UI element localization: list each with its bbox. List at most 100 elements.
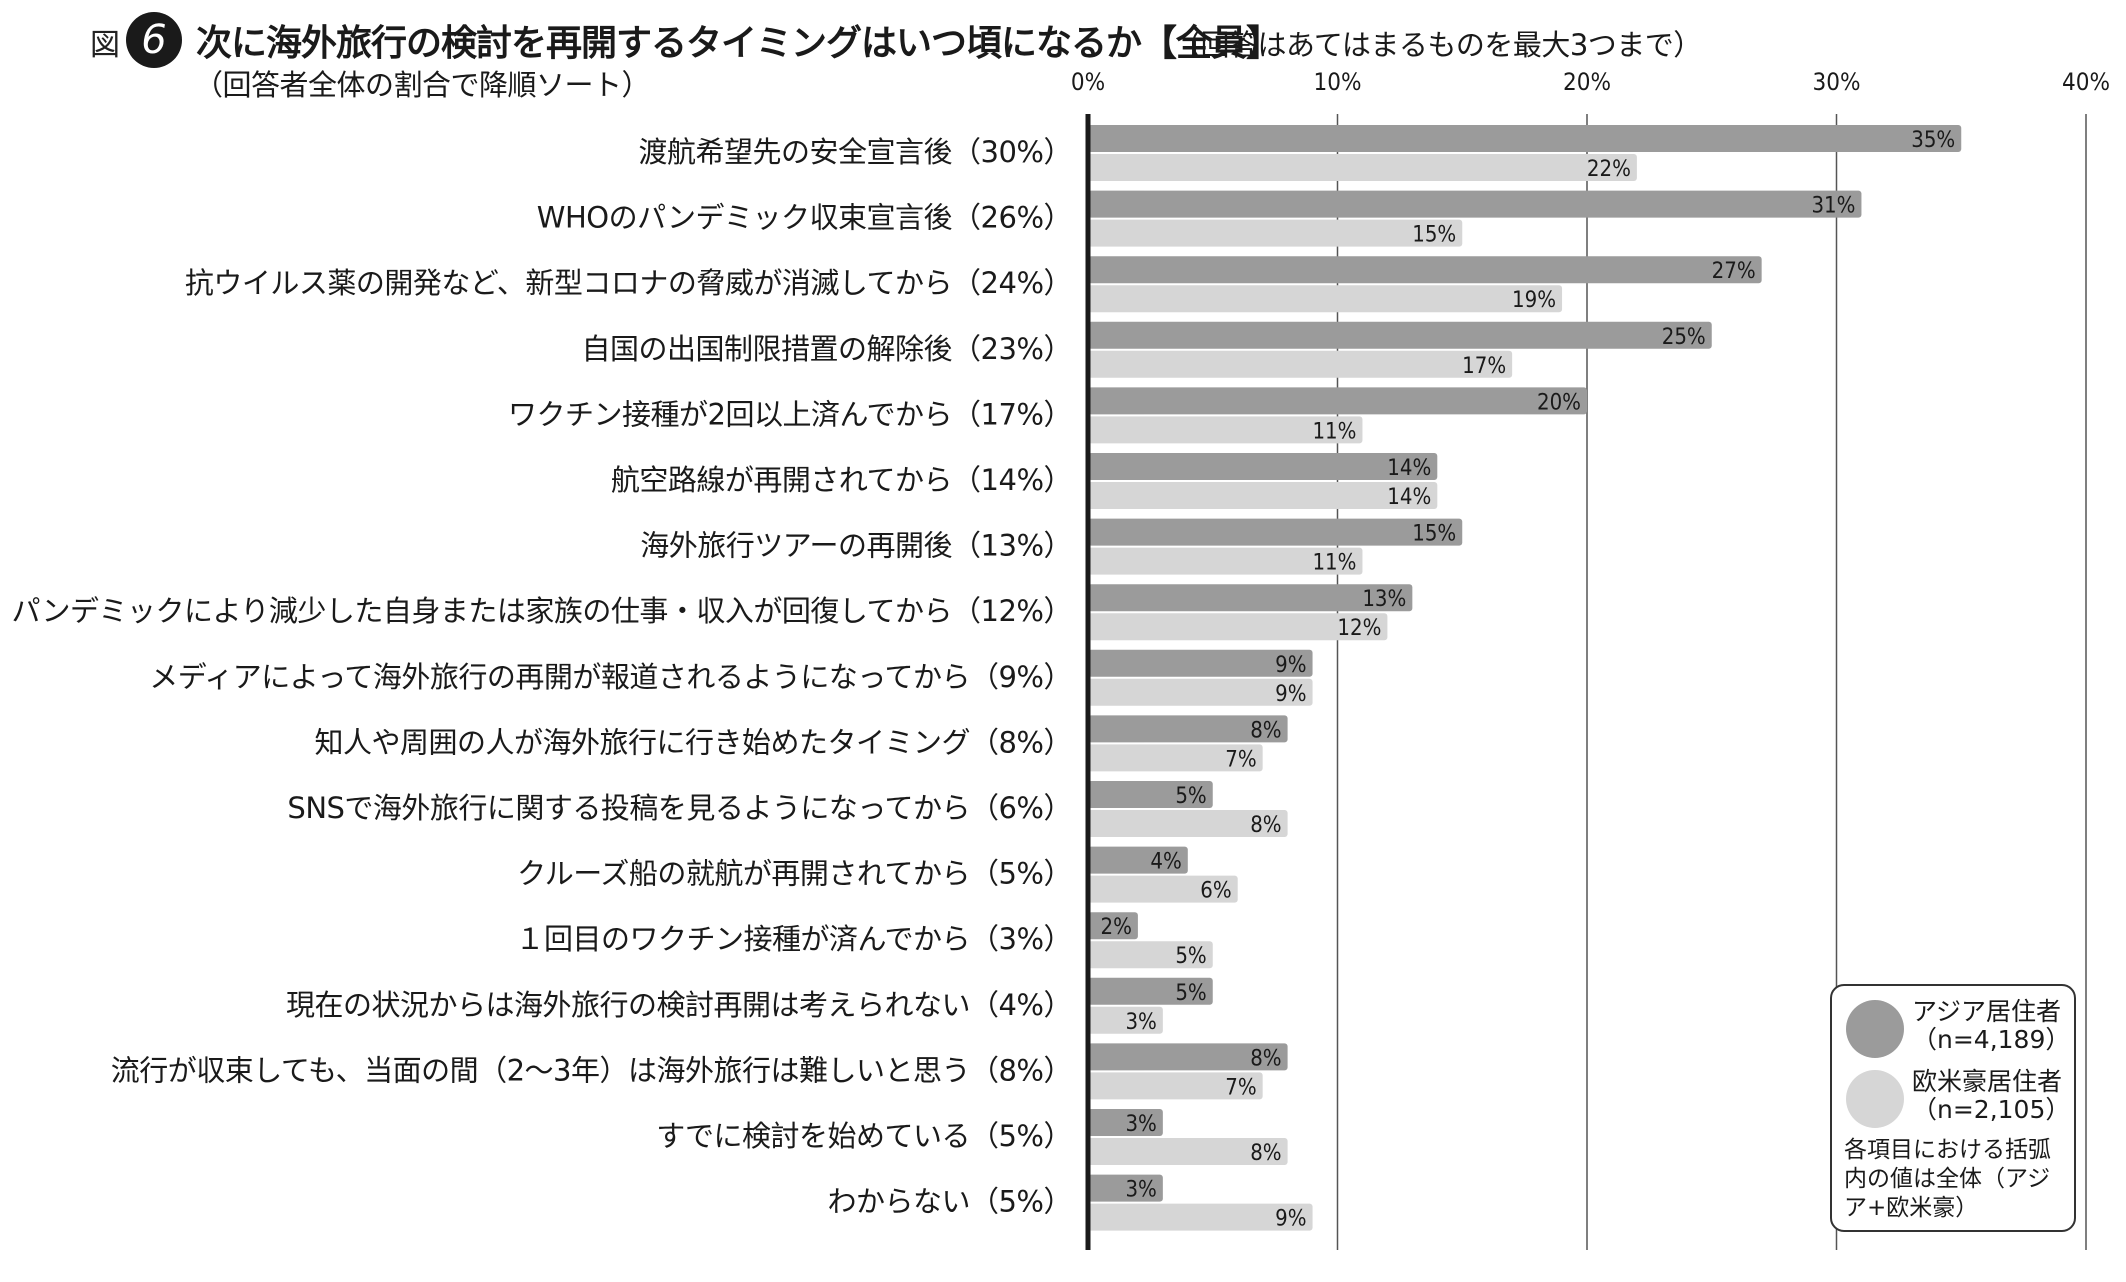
data-label: 9%	[1275, 653, 1306, 678]
category-label: クルーズ船の就航が再開されてから（5%）	[517, 857, 1072, 891]
legend-west: 欧米豪居住者 （n=2,105）	[1912, 1068, 2070, 1124]
category-label: １回目のワクチン接種が済んでから（3%）	[515, 922, 1072, 956]
data-label: 9%	[1275, 682, 1306, 707]
bar-asia	[1088, 387, 1587, 415]
bar-asia	[1088, 125, 1962, 152]
data-label: 13%	[1362, 587, 1406, 612]
legend: アジア居住者 （n=4,189） 欧米豪居住者 （n=2,105） 各項目におけ…	[1830, 984, 2076, 1232]
bar-west	[1088, 1138, 1288, 1165]
data-label: 15%	[1412, 223, 1456, 248]
bar-west	[1088, 482, 1438, 509]
category-label: すでに検討を始めている（5%）	[656, 1119, 1072, 1153]
x-tick-label: 10%	[1314, 68, 1362, 96]
bar-asia	[1088, 1174, 1163, 1202]
bar-west	[1088, 285, 1563, 313]
data-label: 19%	[1512, 288, 1556, 313]
data-label: 3%	[1125, 1178, 1156, 1203]
category-label: SNSで海外旅行に関する投稿を見るようになってから（6%）	[287, 791, 1072, 825]
data-label: 15%	[1412, 522, 1456, 547]
data-label: 5%	[1175, 944, 1206, 969]
legend-note: 各項目における括弧内の値は全体（アジア+欧米豪）	[1844, 1137, 2051, 1221]
data-label: 11%	[1312, 419, 1356, 444]
bar-west	[1088, 154, 1637, 181]
category-label: パンデミックにより減少した自身または家族の仕事・収入が回復してから（12%）	[12, 594, 1072, 628]
data-label: 5%	[1175, 784, 1206, 809]
data-label: 7%	[1225, 747, 1256, 772]
bar-west	[1088, 1203, 1313, 1231]
bar-asia	[1088, 518, 1463, 546]
legend-swatch-asia	[1846, 1000, 1904, 1058]
data-label: 22%	[1587, 157, 1631, 182]
category-label: 渡航希望先の安全宣言後（30%）	[639, 135, 1072, 169]
x-tick-label: 0%	[1071, 68, 1105, 96]
data-label: 8%	[1250, 1046, 1281, 1071]
data-label: 25%	[1662, 325, 1706, 350]
data-label: 4%	[1150, 850, 1181, 875]
data-label: 8%	[1250, 1141, 1281, 1166]
category-label: 自国の出国制限措置の解除後（23%）	[582, 332, 1072, 366]
legend-asia-label: アジア居住者	[1912, 997, 2062, 1026]
data-label: 7%	[1225, 1075, 1256, 1100]
category-label: 抗ウイルス薬の開発など、新型コロナの脅威が消滅してから（24%）	[185, 266, 1072, 300]
data-label: 6%	[1200, 879, 1231, 904]
x-tick-label: 40%	[2062, 68, 2110, 96]
category-label: 海外旅行ツアーの再開後（13%）	[640, 529, 1072, 563]
bar-west	[1088, 547, 1363, 575]
legend-west-n: （n=2,105）	[1912, 1095, 2071, 1124]
category-label: 知人や周囲の人が海外旅行に行き始めたタイミング（8%）	[314, 725, 1072, 759]
category-label: ワクチン接種が2回以上済んでから（17%）	[508, 397, 1072, 431]
bar-asia	[1088, 1109, 1163, 1136]
category-label: メディアによって海外旅行の再開が報道されるようになってから（9%）	[149, 660, 1072, 694]
bar-west	[1088, 416, 1363, 444]
data-label: 8%	[1250, 813, 1281, 838]
data-label: 14%	[1387, 485, 1431, 510]
data-label: 2%	[1100, 915, 1131, 940]
bar-asia	[1088, 321, 1712, 349]
data-label: 14%	[1387, 456, 1431, 481]
bar-west	[1088, 810, 1288, 837]
bar-asia	[1088, 1043, 1288, 1071]
category-label: 現在の状況からは海外旅行の検討再開は考えられない（4%）	[286, 988, 1072, 1022]
bar-asia	[1088, 846, 1188, 874]
legend-asia-n: （n=4,189）	[1912, 1025, 2071, 1054]
bar-west	[1088, 875, 1238, 903]
data-label: 3%	[1125, 1010, 1156, 1035]
bar-west	[1088, 350, 1513, 378]
bar-asia	[1088, 649, 1313, 677]
bar-asia	[1088, 190, 1862, 218]
data-label: 20%	[1537, 390, 1581, 415]
bar-west	[1088, 1006, 1163, 1034]
figure-label: 図	[90, 28, 120, 63]
bar-west	[1088, 219, 1463, 247]
bar-asia	[1088, 584, 1413, 612]
x-tick-label: 30%	[1813, 68, 1861, 96]
bar-west	[1088, 613, 1388, 641]
bar-asia	[1088, 715, 1288, 743]
data-label: 5%	[1175, 981, 1206, 1006]
x-tick-label: 20%	[1563, 68, 1611, 96]
chart-title: 次に海外旅行の検討を再開するタイミングはいつ頃になるか【全員】	[196, 23, 1282, 64]
data-label: 12%	[1337, 616, 1381, 641]
category-label: 航空路線が再開されてから（14%）	[611, 463, 1072, 497]
category-label: わからない（5%）	[827, 1185, 1072, 1219]
answer-note: （回答はあてはまるものを最大3つまで）	[1172, 28, 1702, 62]
bar-west	[1088, 1072, 1263, 1100]
bar-asia	[1088, 781, 1213, 808]
bar-asia	[1088, 977, 1213, 1005]
data-label: 11%	[1312, 551, 1356, 576]
legend-swatch-west	[1846, 1070, 1904, 1128]
data-label: 3%	[1125, 1112, 1156, 1137]
data-label: 31%	[1811, 194, 1855, 219]
bar-asia	[1088, 912, 1138, 940]
data-label: 17%	[1462, 354, 1506, 379]
legend-west-label: 欧米豪居住者	[1912, 1067, 2063, 1096]
sort-note: （回答者全体の割合で降順ソート）	[194, 68, 651, 102]
bar-asia	[1088, 453, 1438, 480]
bar-west	[1088, 744, 1263, 772]
bar-west	[1088, 678, 1313, 706]
data-label: 9%	[1275, 1207, 1306, 1232]
bar-asia	[1088, 256, 1762, 284]
data-label: 35%	[1911, 128, 1955, 153]
data-label: 27%	[1712, 259, 1756, 284]
